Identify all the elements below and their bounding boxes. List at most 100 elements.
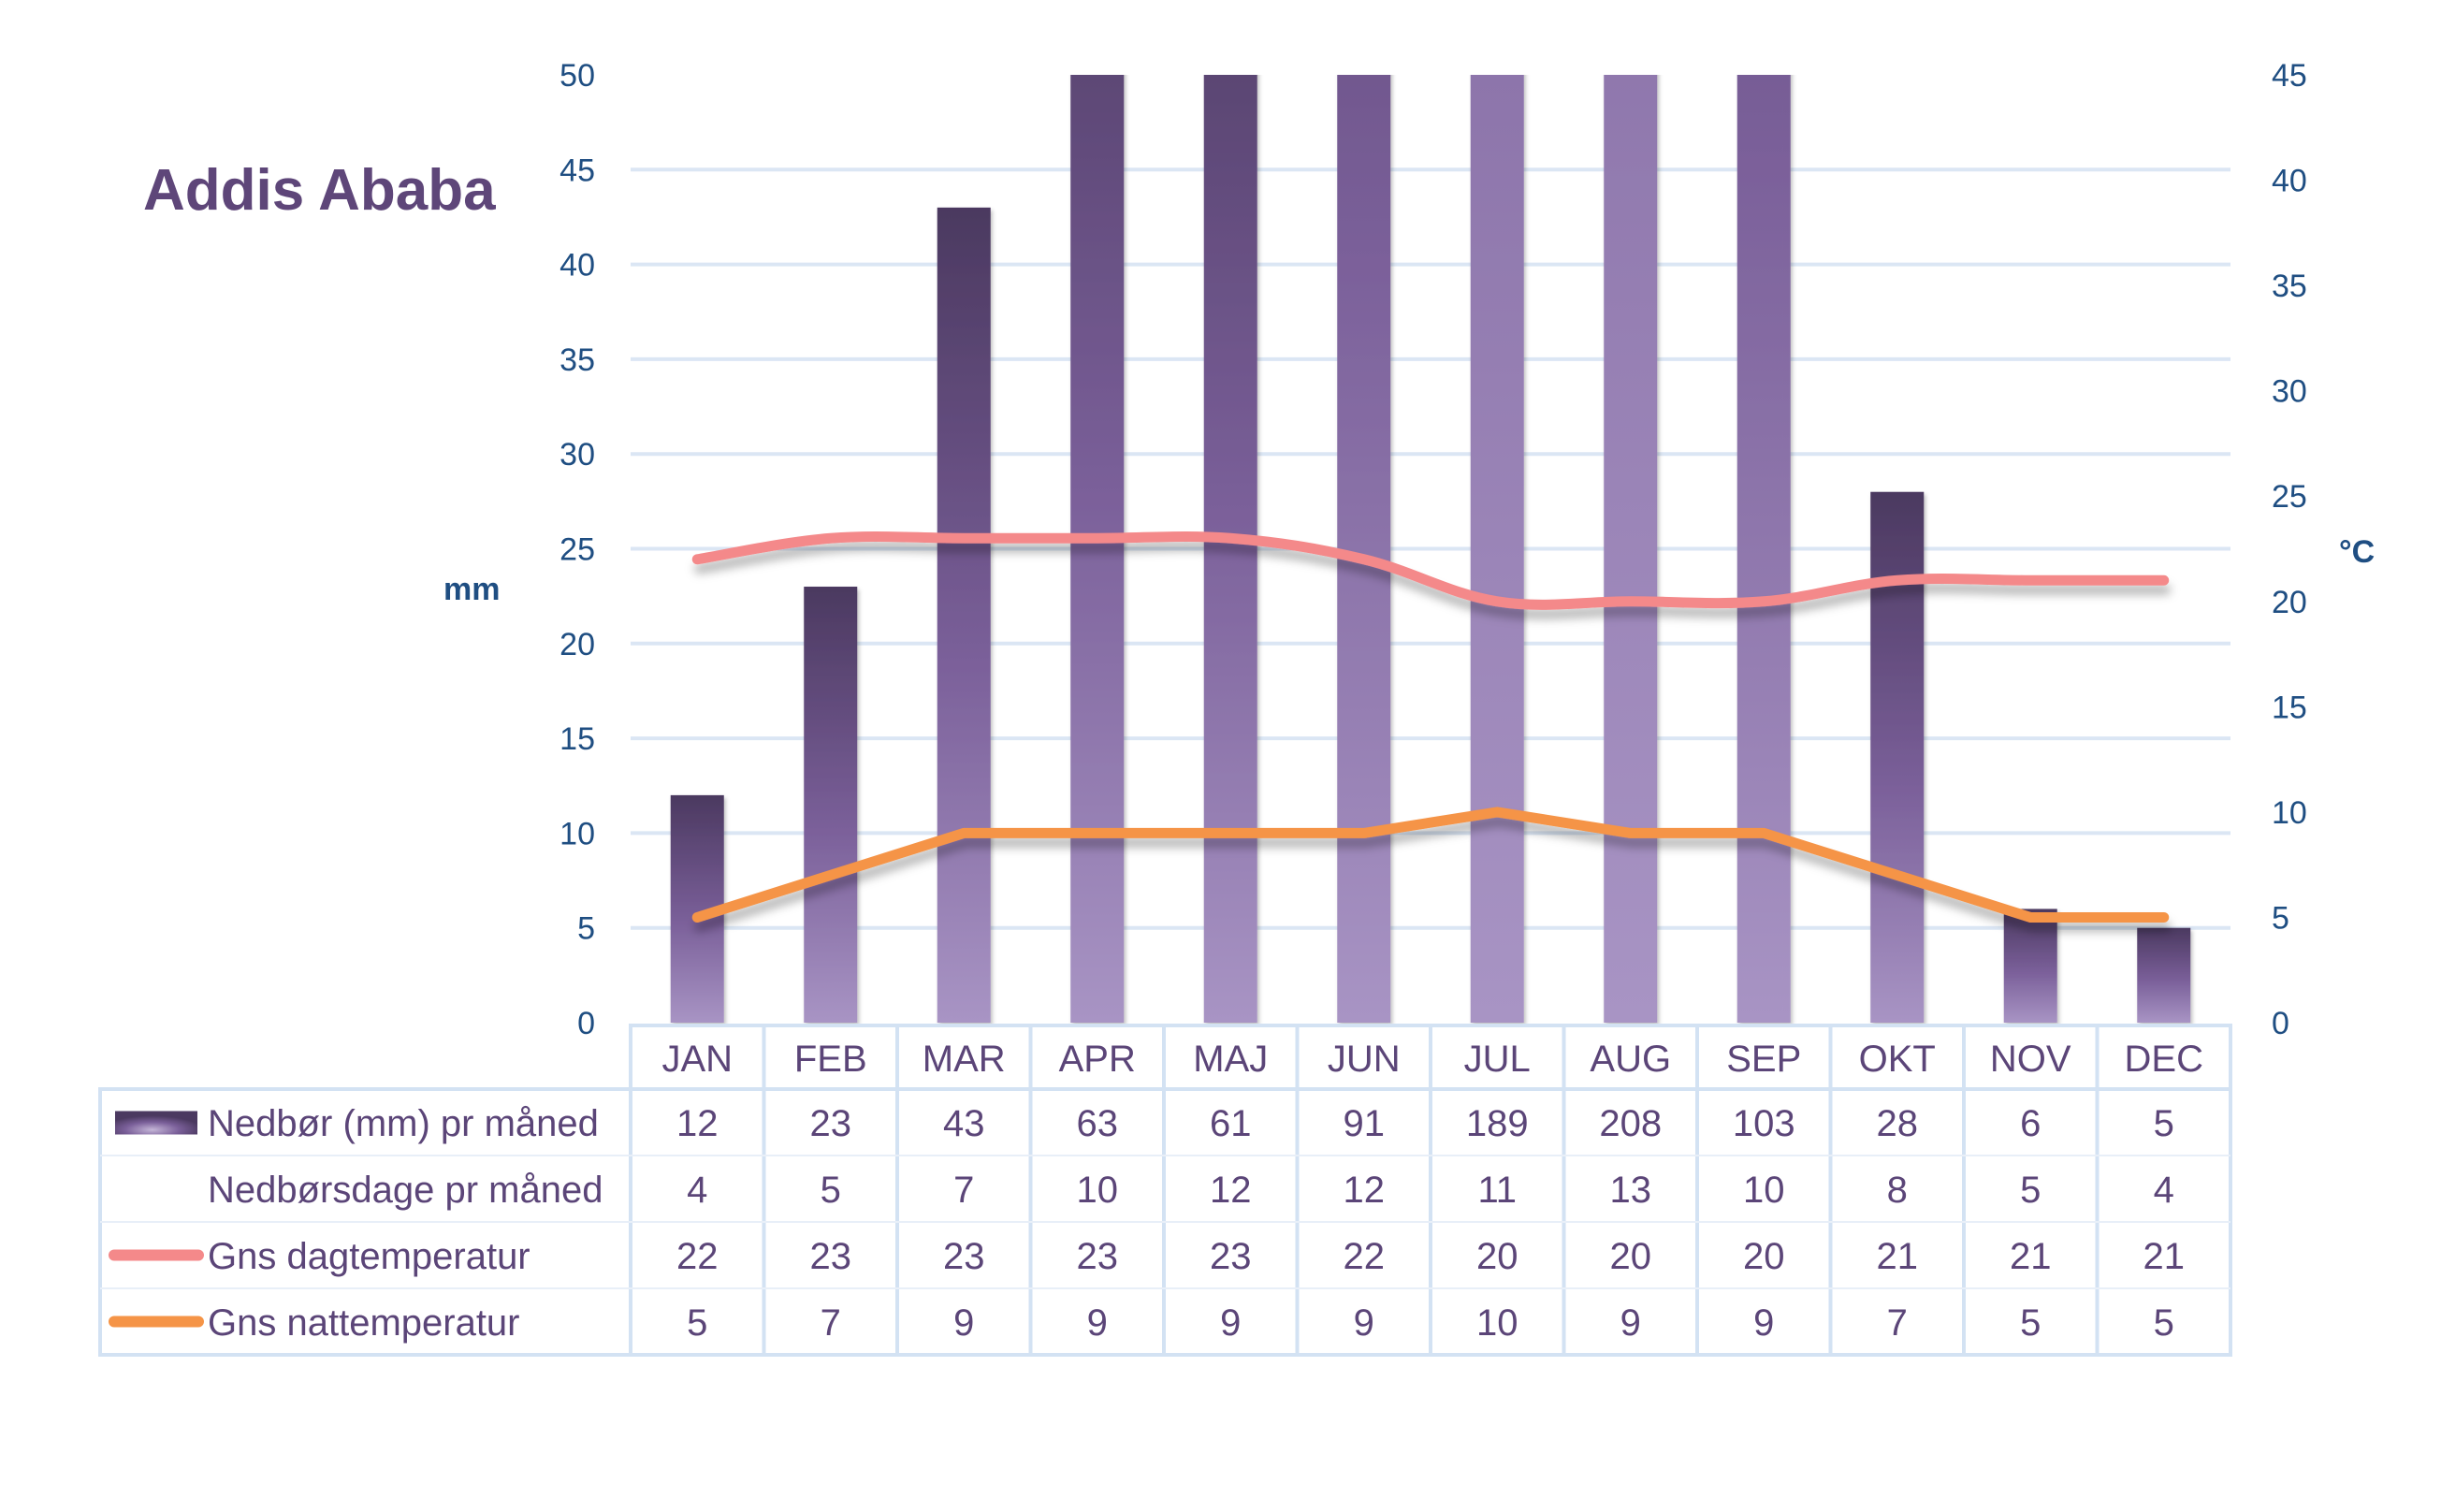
- bar-feb: [804, 587, 858, 1023]
- table-cell: 10: [1743, 1170, 1785, 1211]
- row-label: Nedbørsdage pr måned: [208, 1170, 603, 1211]
- right-tick-label: 5: [2272, 900, 2289, 936]
- table-cell: 10: [1476, 1302, 1518, 1344]
- table-cell: 23: [943, 1236, 985, 1277]
- table-cell: 9: [1753, 1302, 1774, 1344]
- left-tick-label: 0: [577, 1006, 595, 1041]
- table-cell: 21: [1877, 1236, 1919, 1277]
- left-tick-label: 15: [559, 721, 595, 757]
- month-header: JUL: [1464, 1039, 1531, 1080]
- left-tick-label: 40: [559, 248, 595, 284]
- right-tick-label: 25: [2272, 479, 2307, 515]
- row-label: Gns nattemperatur: [208, 1302, 520, 1344]
- table-cell: 63: [1077, 1103, 1119, 1144]
- table-cell: 22: [1344, 1236, 1386, 1277]
- table-cell: 43: [943, 1103, 985, 1144]
- left-tick-label: 20: [559, 627, 595, 662]
- table-cell: 7: [821, 1302, 841, 1344]
- table-cell: 4: [687, 1170, 707, 1211]
- table-cell: 6: [2020, 1103, 2041, 1144]
- bar-dec: [2137, 927, 2191, 1023]
- left-tick-label: 25: [559, 532, 595, 568]
- month-header: SEP: [1726, 1039, 1801, 1080]
- right-tick-label: 0: [2272, 1006, 2289, 1041]
- table-cell: 91: [1344, 1103, 1386, 1144]
- table-cell: 20: [1743, 1236, 1785, 1277]
- right-tick-label: 15: [2272, 690, 2307, 725]
- table-cell: 28: [1877, 1103, 1919, 1144]
- month-header: DEC: [2125, 1039, 2203, 1080]
- right-tick-label: 10: [2272, 795, 2307, 831]
- month-header: JUN: [1328, 1039, 1401, 1080]
- table-cell: 20: [1476, 1236, 1518, 1277]
- table-cell: 10: [1077, 1170, 1119, 1211]
- table-cell: 23: [1210, 1236, 1252, 1277]
- right-axis-label: °C: [2339, 534, 2375, 570]
- month-header: MAJ: [1193, 1039, 1268, 1080]
- table-cell: 5: [687, 1302, 707, 1344]
- table-cell: 5: [2154, 1103, 2174, 1144]
- table-cell: 9: [953, 1302, 974, 1344]
- table-cell: 5: [2154, 1302, 2174, 1344]
- table-cell: 208: [1599, 1103, 1662, 1144]
- bar-aug: [1604, 75, 1658, 1023]
- temperature-lines: [691, 531, 2170, 923]
- row-label: Nedbør (mm) pr måned: [208, 1103, 599, 1144]
- table-cell: 12: [676, 1103, 719, 1144]
- row-label: Gns dagtemperatur: [208, 1236, 530, 1277]
- gridlines: [631, 167, 2230, 930]
- day-temperature-line: [691, 531, 2170, 610]
- right-tick-label: 35: [2272, 269, 2307, 304]
- left-tick-label: 35: [559, 342, 595, 378]
- table-cell: 13: [1610, 1170, 1652, 1211]
- table-cell: 5: [2020, 1302, 2041, 1344]
- bar-maj: [1203, 75, 1257, 1023]
- table-cell: 22: [676, 1236, 719, 1277]
- table-cell: 7: [1887, 1302, 1908, 1344]
- right-tick-label: 40: [2272, 164, 2307, 199]
- table-cell: 12: [1210, 1170, 1252, 1211]
- table-cell: 5: [821, 1170, 841, 1211]
- bar-jun: [1337, 75, 1391, 1023]
- bar-sep: [1736, 75, 1791, 1023]
- data-table: JAN FEB MAR APR MAJ JUN JUL AUG SEP OKT NOV DEC 12 2…: [98, 1024, 2232, 1357]
- right-tick-label: 45: [2272, 58, 2307, 94]
- bar-apr: [1070, 75, 1125, 1023]
- right-axis-ticks: 0 5 10 15 20 25 30 35 40 45: [2272, 58, 2307, 1041]
- month-header: NOV: [1990, 1039, 2071, 1080]
- left-axis-ticks: 0 5 10 15 20 25 30 35 40 45 50: [559, 58, 595, 1041]
- table-cell: 9: [1087, 1302, 1108, 1344]
- table-cell: 23: [810, 1236, 852, 1277]
- month-header: OKT: [1859, 1039, 1936, 1080]
- right-tick-label: 20: [2272, 585, 2307, 620]
- month-header: APR: [1059, 1039, 1136, 1080]
- left-tick-label: 50: [559, 58, 595, 94]
- table-cell: 103: [1733, 1103, 1795, 1144]
- table-cell: 189: [1466, 1103, 1529, 1144]
- legend-swatch-precipitation: [115, 1111, 197, 1135]
- chart-title: Addis Ababa: [143, 158, 496, 223]
- bar-okt: [1870, 491, 1925, 1023]
- month-header: AUG: [1590, 1039, 1671, 1080]
- left-tick-label: 45: [559, 153, 595, 188]
- table-cell: 5: [2020, 1170, 2041, 1211]
- precipitation-bars: [670, 75, 2191, 1023]
- table-cell: 8: [1887, 1170, 1908, 1211]
- table-cell: 61: [1210, 1103, 1252, 1144]
- table-cell: 9: [1620, 1302, 1641, 1344]
- month-header: FEB: [794, 1039, 867, 1080]
- table-cell: 23: [810, 1103, 852, 1144]
- table-cell: 7: [953, 1170, 974, 1211]
- month-header: JAN: [661, 1039, 733, 1080]
- table-cell: 4: [2154, 1170, 2174, 1211]
- table-cell: 9: [1354, 1302, 1374, 1344]
- table-cell: 21: [2143, 1236, 2186, 1277]
- night-temperature-line: [691, 807, 2170, 923]
- left-tick-label: 10: [559, 816, 595, 851]
- table-cell: 23: [1077, 1236, 1119, 1277]
- table-cell: 11: [1477, 1170, 1517, 1211]
- bar-nov: [2003, 909, 2057, 1023]
- left-tick-label: 30: [559, 437, 595, 472]
- table-cell: 12: [1344, 1170, 1386, 1211]
